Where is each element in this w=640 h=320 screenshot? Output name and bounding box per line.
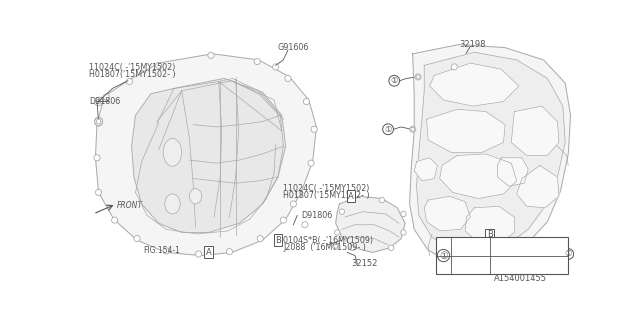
Circle shape (333, 243, 339, 249)
Circle shape (410, 126, 416, 132)
Text: A154001455: A154001455 (493, 274, 547, 283)
Text: H01807('15MY1502- ): H01807('15MY1502- ) (90, 70, 176, 79)
Ellipse shape (189, 188, 202, 204)
Circle shape (380, 197, 385, 203)
Text: G91606: G91606 (278, 43, 309, 52)
Circle shape (103, 94, 109, 100)
Polygon shape (427, 109, 505, 152)
Text: H01807('15MY1502- ): H01807('15MY1502- ) (284, 191, 370, 200)
Circle shape (437, 249, 450, 262)
Text: 0104S*B( -'16MY1509): 0104S*B( -'16MY1509) (284, 236, 374, 245)
Circle shape (254, 59, 260, 65)
Circle shape (96, 99, 101, 104)
Circle shape (96, 119, 101, 124)
Circle shape (334, 244, 338, 248)
Polygon shape (410, 44, 570, 263)
Circle shape (401, 211, 406, 217)
Text: 11024C( -'15MY1502): 11024C( -'15MY1502) (90, 63, 175, 72)
Circle shape (273, 64, 279, 70)
Circle shape (134, 236, 140, 242)
Circle shape (156, 62, 162, 68)
Text: 32198: 32198 (459, 40, 485, 49)
Ellipse shape (164, 194, 180, 214)
Circle shape (500, 243, 507, 249)
Polygon shape (516, 165, 559, 208)
Polygon shape (429, 63, 519, 106)
Text: ①: ① (384, 125, 392, 134)
Text: ('16MY1509- ): ('16MY1509- ) (493, 260, 547, 269)
Circle shape (339, 209, 344, 214)
Text: A: A (348, 192, 354, 201)
Circle shape (302, 222, 308, 228)
Polygon shape (440, 154, 516, 198)
Text: ( -'16MY1509): ( -'16MY1509) (493, 242, 547, 251)
Circle shape (415, 74, 421, 80)
Circle shape (96, 119, 101, 124)
Polygon shape (465, 206, 515, 243)
Text: ①: ① (390, 76, 398, 85)
Circle shape (543, 251, 549, 257)
Circle shape (383, 124, 394, 135)
Text: ①: ① (564, 250, 572, 259)
Text: 32152: 32152 (351, 259, 378, 268)
Circle shape (451, 64, 458, 70)
Polygon shape (132, 78, 285, 232)
Text: B: B (487, 230, 493, 239)
Circle shape (389, 76, 399, 86)
Circle shape (95, 189, 102, 196)
Text: J2088  ('16MY1509- ): J2088 ('16MY1509- ) (284, 243, 366, 252)
Circle shape (94, 97, 103, 106)
Text: FRONT: FRONT (117, 201, 143, 210)
Circle shape (291, 201, 296, 207)
Polygon shape (497, 158, 528, 186)
Circle shape (296, 191, 302, 197)
Circle shape (94, 155, 100, 161)
Polygon shape (511, 106, 559, 156)
Polygon shape (95, 54, 316, 256)
Circle shape (280, 217, 287, 223)
Text: J60697: J60697 (454, 242, 481, 251)
Text: D91806: D91806 (90, 97, 120, 106)
Bar (436, 237, 568, 274)
Circle shape (227, 249, 232, 255)
Circle shape (311, 126, 317, 132)
Circle shape (308, 160, 314, 166)
Circle shape (563, 249, 573, 260)
Text: FIG.154-1: FIG.154-1 (143, 246, 180, 255)
Circle shape (95, 120, 102, 126)
Circle shape (163, 248, 170, 254)
Text: J20635: J20635 (454, 260, 481, 269)
Circle shape (285, 75, 291, 82)
Circle shape (411, 127, 415, 131)
Text: A: A (206, 248, 212, 257)
Circle shape (95, 118, 102, 125)
Circle shape (126, 78, 132, 84)
Circle shape (257, 236, 263, 242)
Circle shape (303, 99, 310, 105)
Text: B: B (275, 236, 281, 245)
Polygon shape (424, 196, 470, 231)
Circle shape (401, 230, 406, 235)
Text: ①: ① (439, 251, 448, 260)
Circle shape (94, 117, 103, 126)
Circle shape (196, 251, 202, 257)
Circle shape (388, 245, 394, 251)
Text: D91806: D91806 (301, 211, 332, 220)
Circle shape (111, 217, 118, 223)
Circle shape (335, 230, 340, 235)
Polygon shape (336, 196, 405, 252)
Ellipse shape (163, 139, 182, 166)
Circle shape (350, 245, 355, 251)
Circle shape (416, 75, 420, 79)
Polygon shape (417, 52, 565, 252)
Text: 11024C( -'15MY1502): 11024C( -'15MY1502) (284, 184, 370, 193)
Polygon shape (414, 158, 437, 181)
Circle shape (208, 52, 214, 59)
